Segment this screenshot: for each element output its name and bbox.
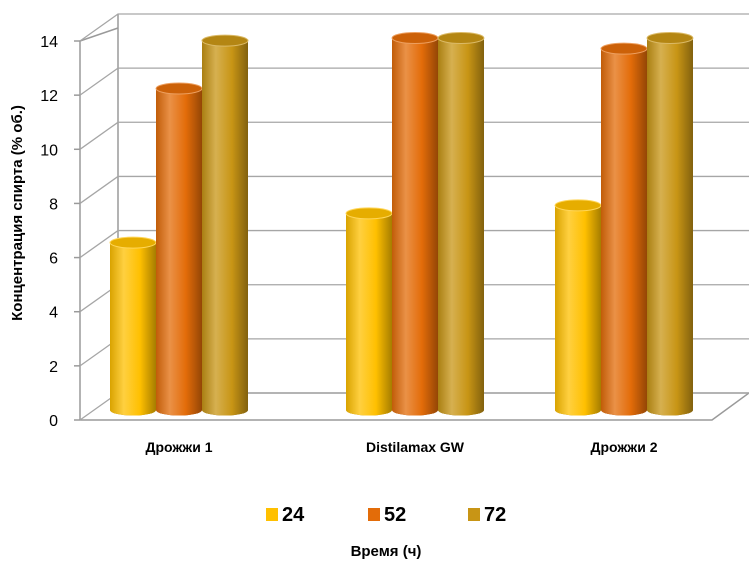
y-tick-label: 12: [40, 88, 58, 105]
x-axis-title: Время (ч): [351, 543, 422, 560]
legend-label: 52: [384, 504, 406, 526]
x-category-label: Дрожжи 2: [590, 439, 657, 455]
legend-swatch: [468, 508, 480, 521]
legend-item-24: 24: [266, 504, 305, 526]
bar-72-2: [646, 32, 694, 416]
floor: [80, 392, 749, 421]
bar-72-1: [437, 32, 485, 416]
bar-72-0: [201, 34, 249, 416]
gridline: [79, 67, 749, 96]
legend-label: 24: [282, 504, 305, 526]
bar-52-0: [155, 82, 203, 416]
legend-swatch: [368, 508, 380, 521]
legend-item-72: 72: [468, 504, 506, 526]
x-axis-categories: Дрожжи 1 Distilamax GW Дрожжи 2: [145, 439, 657, 455]
bar-52-1: [391, 32, 439, 416]
legend-swatch: [266, 508, 278, 521]
x-category-label: Distilamax GW: [366, 439, 465, 455]
gridline: [79, 175, 749, 204]
legend: 24 52 72: [266, 504, 506, 526]
legend-item-52: 52: [368, 504, 406, 526]
bar-24-0: [109, 236, 157, 416]
y-tick-label: 2: [49, 359, 58, 376]
bar-24-1: [345, 207, 393, 416]
y-tick-label: 10: [40, 142, 58, 159]
gridline: [79, 229, 749, 259]
y-tick-label: 14: [40, 34, 58, 51]
bars: [109, 32, 694, 416]
bar-52-2: [600, 42, 648, 416]
y-axis-ticks: 0 2 4 6 8 10 12 14: [40, 34, 80, 430]
y-tick-label: 0: [49, 413, 58, 430]
bar-24-2: [554, 199, 602, 416]
legend-label: 72: [484, 504, 506, 526]
x-category-label: Дрожжи 1: [145, 439, 212, 455]
y-tick-label: 4: [49, 305, 58, 322]
y-axis-title: Концентрация спирта (% об.): [9, 105, 26, 321]
left-wall: [79, 27, 119, 420]
gridline: [79, 13, 749, 42]
y-tick-label: 6: [49, 251, 58, 268]
y-tick-label: 8: [49, 196, 58, 213]
gridline: [79, 121, 749, 150]
